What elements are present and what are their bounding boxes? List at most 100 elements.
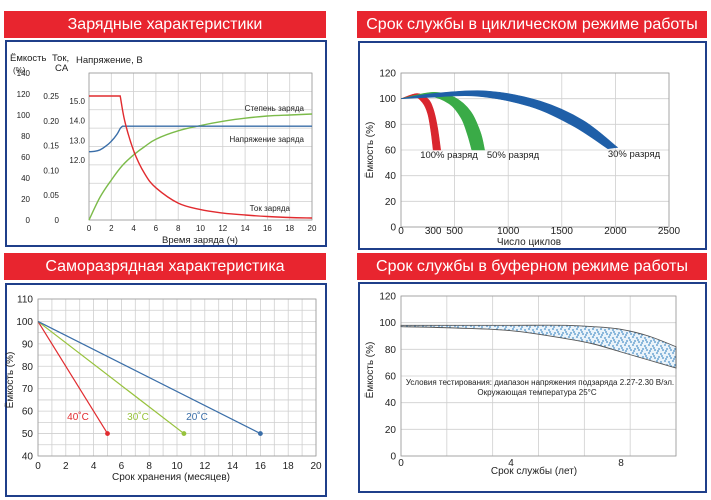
cycle-xtick: 2000	[604, 226, 627, 237]
charge-voltage-tick: 12.0	[69, 156, 85, 165]
float-ytick: 80	[385, 345, 397, 356]
charge-capacity-tick: 140	[17, 69, 31, 78]
float-plot-border	[400, 295, 677, 457]
self-discharge-chart: 0 2 4 6 8 10 12 14 16 18 20 40 50 60 70 80 90 100 110 Срок …	[4, 295, 322, 484]
cycle-band-label: 100% разряд	[420, 150, 478, 161]
charge-current-tick: 0.20	[43, 117, 59, 126]
self-line-2	[37, 320, 185, 435]
charge-xtick: 6	[154, 224, 159, 233]
float-ytick: 0	[390, 452, 396, 463]
cycle-xtick: 1000	[497, 226, 520, 237]
charge-capacity-tick: 60	[21, 153, 30, 162]
charge-voltage-tick: 13.0	[69, 136, 85, 145]
cycle-xlabel: Число циклов	[497, 237, 561, 248]
cycle-band-label: 50% разряд	[487, 150, 540, 161]
charge-xtick: 0	[87, 224, 92, 233]
self-xtick: 20	[310, 461, 322, 472]
charge-xtick: 4	[131, 224, 136, 233]
charge-current-unit: CA	[55, 63, 69, 74]
charge-xtick: 10	[196, 224, 205, 233]
self-xtick: 12	[199, 461, 211, 472]
cycle-header: Срок службы в циклическом режиме работы	[357, 11, 707, 38]
charge-capacity-tick: 0	[26, 216, 31, 225]
charge-capacity-label: Ёмкость	[10, 53, 47, 64]
float-ytick: 60	[385, 372, 397, 383]
charge-capacity-tick: 20	[21, 195, 30, 204]
charge-voltage-series-label: Напряжение заряда	[229, 135, 304, 144]
cycle-xtick: 300	[425, 226, 442, 237]
self-xlabel: Срок хранения (месяцев)	[112, 472, 230, 483]
charge-current-tick: 0.10	[43, 166, 59, 175]
self-ytick: 100	[16, 317, 33, 328]
self-endpoint-1	[105, 431, 110, 436]
charge-xtick: 12	[218, 224, 227, 233]
selfdischarge-header: Саморазрядная характеристика	[4, 253, 326, 280]
charge-xtick: 14	[241, 224, 250, 233]
float-xtick: 0	[398, 458, 404, 469]
charge-chart: 0 2 4 6 8 10 12 14 16 18 20 Время заряда (ч) 0 20 40 60…	[10, 53, 317, 246]
charge-capacity-tick: 120	[17, 90, 31, 99]
float-ytick: 120	[379, 292, 396, 303]
charge-xlabel: Время заряда (ч)	[162, 235, 238, 246]
cycle-band-label: 30% разряд	[608, 149, 661, 160]
cycle-ytick: 120	[379, 69, 396, 80]
charge-xtick: 8	[176, 224, 181, 233]
cycle-ytick: 0	[390, 223, 396, 234]
cycle-xtick: 500	[446, 226, 463, 237]
float-band	[400, 324, 677, 369]
cycle-xtick: 0	[398, 226, 404, 237]
self-xtick: 18	[283, 461, 295, 472]
float-note-line2: Окружающая температура 25°C	[477, 388, 596, 397]
charge-header: Зарядные характеристики	[4, 11, 326, 38]
cycle-ytick: 100	[379, 94, 396, 105]
charge-current-label: Ток,	[52, 53, 69, 64]
self-xtick: 2	[63, 461, 69, 472]
self-ytick: 60	[22, 407, 34, 418]
cycle-band-3	[400, 90, 619, 150]
self-series-label: 40˚C	[67, 411, 89, 423]
float-xtick: 4	[508, 458, 514, 469]
self-ytick: 80	[22, 362, 34, 373]
self-xtick: 4	[91, 461, 97, 472]
self-ytick: 50	[22, 429, 34, 440]
charge-current-tick: 0	[55, 216, 60, 225]
self-series-label: 30˚C	[127, 411, 149, 423]
self-xtick: 6	[119, 461, 125, 472]
self-series-label: 20˚C	[186, 411, 208, 423]
self-ytick: 70	[22, 384, 34, 395]
self-plot-border	[37, 298, 317, 457]
float-ytick: 100	[379, 318, 396, 329]
cycle-life-chart: 0 500 1000 1500 2000 2500300020406080100120Чи…	[364, 69, 681, 249]
self-ytick: 110	[17, 295, 33, 306]
cycle-ytick: 20	[385, 197, 397, 208]
float-header: Срок службы в буферном режиме работы	[357, 253, 707, 280]
cycle-band-1	[400, 93, 442, 151]
charge-capacity-tick: 100	[17, 111, 31, 120]
charge-current-line	[89, 95, 313, 219]
charge-frame	[5, 40, 327, 247]
charge-capacity-unit: (%)	[13, 66, 26, 75]
charge-xtick: 18	[285, 224, 294, 233]
self-xtick: 16	[255, 461, 267, 472]
float-ytick: 20	[385, 425, 397, 436]
charge-plot-border	[88, 72, 313, 221]
self-line-3	[37, 320, 261, 435]
charge-voltage-line	[88, 125, 312, 153]
cycle-ylabel: Ёмкость (%)	[364, 122, 376, 179]
charge-current-tick: 0.05	[43, 191, 59, 200]
cycle-ytick: 60	[385, 146, 397, 157]
self-ylabel: Ёмкость (%)	[4, 352, 16, 409]
charge-current-tick: 0.15	[43, 142, 59, 151]
float-note-line1: Условия тестирования: диапазон напряжени…	[406, 378, 674, 387]
self-ytick: 90	[22, 339, 34, 350]
float-ytick: 40	[385, 398, 397, 409]
self-ytick: 40	[22, 452, 34, 463]
selfdischarge-frame	[5, 283, 327, 497]
float-frame	[358, 282, 707, 493]
charge-voltage-tick: 15.0	[69, 97, 85, 106]
self-endpoint-3	[258, 431, 263, 436]
charge-current-tick: 0.25	[43, 92, 59, 101]
float-xlabel: Срок службы (лет)	[491, 465, 577, 477]
self-xtick: 8	[146, 461, 152, 472]
